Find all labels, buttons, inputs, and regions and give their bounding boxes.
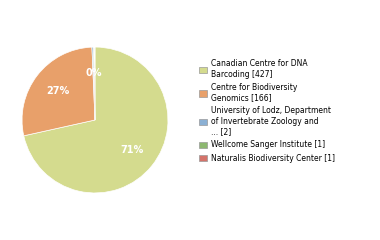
Wedge shape <box>92 47 95 120</box>
Text: 0%: 0% <box>85 68 102 78</box>
Text: 71%: 71% <box>120 145 144 155</box>
Wedge shape <box>22 47 95 136</box>
Wedge shape <box>24 47 168 193</box>
Wedge shape <box>93 47 95 120</box>
Wedge shape <box>94 47 95 120</box>
Legend: Canadian Centre for DNA
Barcoding [427], Centre for Biodiversity
Genomics [166],: Canadian Centre for DNA Barcoding [427],… <box>199 59 335 162</box>
Text: 27%: 27% <box>46 86 69 96</box>
